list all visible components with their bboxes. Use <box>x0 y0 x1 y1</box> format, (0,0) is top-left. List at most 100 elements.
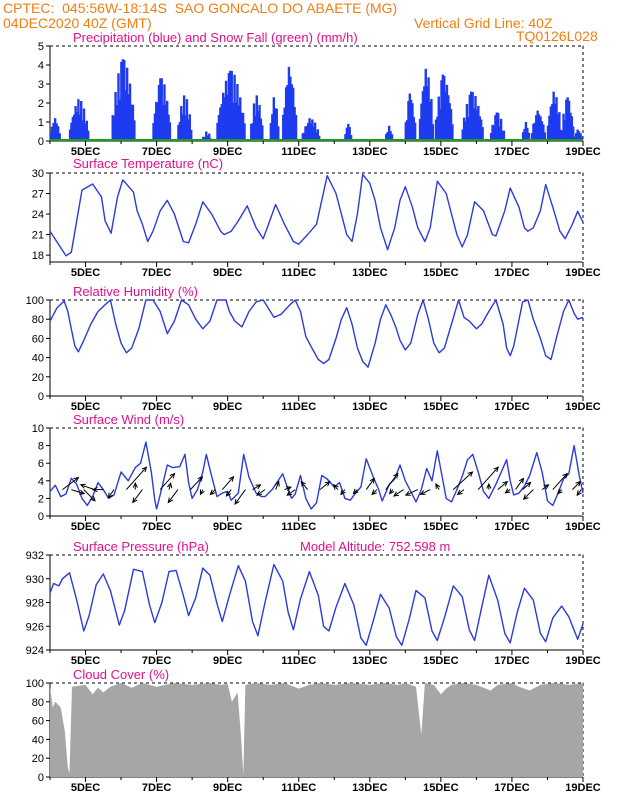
wind-vector <box>452 471 473 490</box>
wind-vector-head <box>225 491 232 497</box>
temperature-ytick-label: 18 <box>32 250 44 262</box>
wind-vector-head <box>388 488 395 495</box>
precip-bar <box>252 103 256 141</box>
precip-bar <box>284 87 288 141</box>
wind-vector-head <box>169 472 176 479</box>
precip-bar <box>85 120 88 141</box>
humidity-xtick-label: 13DEC <box>352 401 388 413</box>
wind-vector-head <box>300 480 306 487</box>
wind-vector <box>552 473 568 490</box>
precip-bar <box>447 95 450 141</box>
wind-vector <box>300 481 309 490</box>
wind-vector <box>319 481 330 490</box>
precip-bar <box>293 107 296 141</box>
wind-ytick-label: 4 <box>38 476 44 488</box>
wind-vector <box>393 489 404 497</box>
precip-bar <box>78 114 82 141</box>
precip-bar <box>75 111 79 141</box>
precip-bar <box>234 102 238 141</box>
precip-bar <box>231 102 235 141</box>
pressure-frame <box>49 554 584 651</box>
precip-bar <box>385 133 388 141</box>
precip-bar <box>313 122 317 141</box>
precip-bar <box>114 92 117 141</box>
precip-bar <box>464 121 467 141</box>
humidity-ytick-label: 20 <box>32 372 44 384</box>
precip-bar <box>427 77 430 141</box>
wind-vector-head <box>285 486 292 492</box>
precip-bar <box>387 125 391 141</box>
wind-vector-head <box>286 490 293 496</box>
wind-series-line <box>49 441 584 510</box>
pressure-xtick-label: 17DEC <box>494 655 530 667</box>
precip-bar <box>282 114 285 141</box>
precip-bar <box>250 123 253 141</box>
precip-bar <box>573 136 576 141</box>
pressure-annotation: Model Altitude: 752.598 m <box>300 539 450 554</box>
temperature-xtick-label: 11DEC <box>281 267 316 279</box>
temperature-ytick-label: 24 <box>32 209 44 221</box>
wind-vector-head <box>167 497 174 504</box>
cloud-xtick-label: 7DEC <box>142 782 171 794</box>
precip-bar <box>152 123 155 141</box>
precip-bar <box>502 130 506 141</box>
precip-bar <box>226 95 229 141</box>
humidity-xtick-label: 17DEC <box>494 401 530 413</box>
precip-xtick-label: 11DEC <box>281 146 316 158</box>
precip-bar <box>185 99 189 141</box>
humidity-xtick-label: 7DEC <box>142 401 171 413</box>
precip-bar <box>461 129 464 141</box>
wind-vector <box>571 481 581 490</box>
precip-bar <box>489 133 493 141</box>
precip-bar <box>436 116 439 141</box>
precip-bar <box>153 113 157 141</box>
precip-bar <box>307 122 310 141</box>
precip-bar <box>565 99 568 141</box>
precip-bar <box>492 125 496 141</box>
precip-bar <box>161 104 165 141</box>
precip-bar <box>216 122 219 141</box>
wind-vector-head <box>79 489 86 495</box>
precip-bar <box>73 114 76 141</box>
precip-bar <box>497 112 500 141</box>
cloud-title: Cloud Cover (%) <box>73 667 169 682</box>
pressure-ytick-label: 926 <box>26 621 44 633</box>
precip-bar <box>255 95 258 141</box>
pressure-xtick-label: 5DEC <box>71 655 100 667</box>
wind-vector-head <box>274 480 280 487</box>
temperature-series-line <box>49 173 584 257</box>
precip-bar <box>125 67 129 141</box>
pressure-ytick-label: 924 <box>26 645 44 657</box>
precip-bar <box>117 73 120 141</box>
precip-bar <box>465 103 469 141</box>
precip-bar <box>229 70 232 141</box>
precip-bar <box>233 74 236 141</box>
precip-xtick-label: 5DEC <box>71 146 100 158</box>
precip-bar <box>202 136 205 141</box>
cloud-ytick-label: 80 <box>32 697 44 709</box>
precip-bar <box>70 122 73 141</box>
precip-bar <box>290 84 293 141</box>
cloud-ytick-label: 20 <box>32 753 44 765</box>
wind-vector-head <box>333 483 339 490</box>
wind-vector <box>252 484 261 491</box>
wind-vector-head <box>575 480 582 487</box>
precip-bar <box>272 97 276 141</box>
precip-bar <box>539 116 542 141</box>
precip-bar <box>431 124 435 141</box>
wind-vector <box>83 489 96 502</box>
pressure-title: Surface Pressure (hPa) <box>73 539 209 554</box>
precip-bar <box>236 83 239 141</box>
precip-bar <box>537 114 541 141</box>
precip-bar <box>302 132 306 141</box>
precip-bar <box>131 104 135 141</box>
cloud-xtick-label: 13DEC <box>352 782 388 794</box>
wind-xtick-label: 11DEC <box>281 521 316 533</box>
precip-bar <box>499 118 503 141</box>
temperature-ytick-label: 30 <box>32 168 44 180</box>
precip-bar <box>551 104 554 141</box>
pressure-ytick-label: 930 <box>26 574 44 586</box>
precip-bar <box>84 123 87 141</box>
precip-bar <box>259 118 263 141</box>
